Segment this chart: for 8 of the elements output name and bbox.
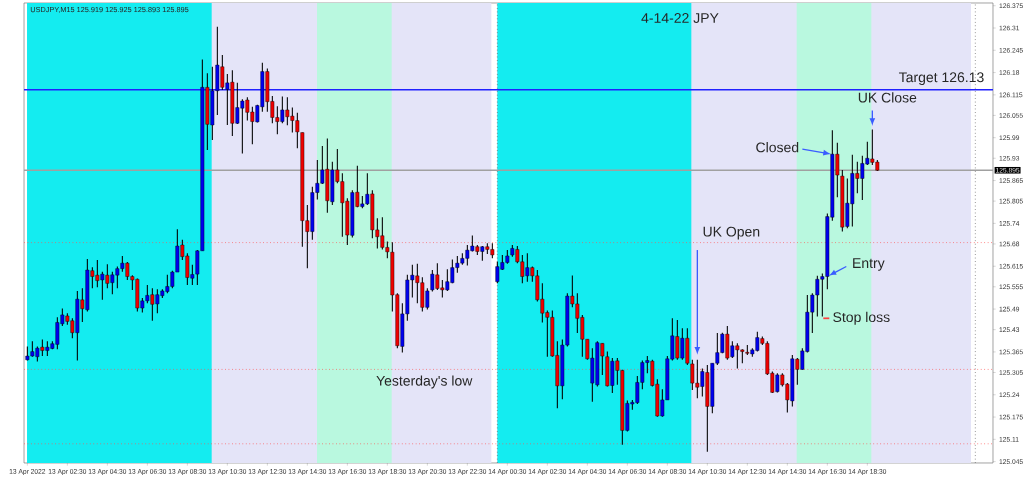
annotation: UK Close (858, 92, 917, 103)
ref-line-label: Yesterday's low (376, 375, 473, 389)
ref-line-label: Target 126.13 (898, 72, 984, 85)
annotation: Entry (853, 258, 885, 271)
text: 4-14-22 JPY (641, 13, 719, 23)
annotation: Closed (756, 142, 799, 153)
annotation: UK Open (703, 226, 760, 240)
annotation: Stop loss (833, 311, 890, 325)
